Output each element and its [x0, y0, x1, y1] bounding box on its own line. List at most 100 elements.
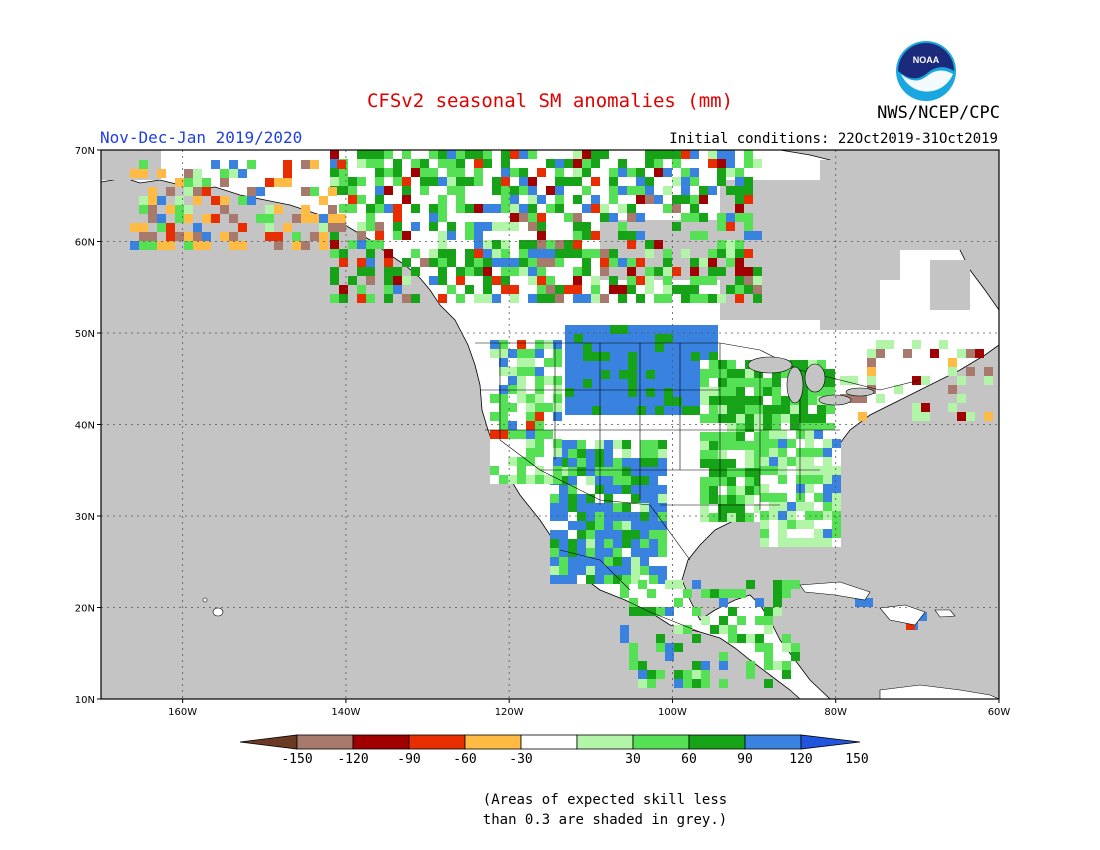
anomaly-cell [517, 466, 526, 475]
anomaly-cell [613, 521, 622, 530]
anomaly-cell [573, 231, 582, 240]
anomaly-cell [595, 485, 604, 494]
anomaly-cell [565, 325, 574, 334]
anomaly-cell [645, 186, 654, 195]
anomaly-cell [700, 396, 709, 405]
anomaly-cell [628, 406, 637, 415]
anomaly-cell [601, 352, 610, 361]
anomaly-cell [690, 276, 699, 285]
anomaly-cell [348, 195, 357, 204]
anomaly-cell [654, 150, 663, 159]
anomaly-cell [664, 379, 673, 388]
anomaly-cell [631, 449, 640, 458]
anomaly-cell [649, 521, 658, 530]
anomaly-cell [631, 458, 640, 467]
anomaly-cell [622, 521, 631, 530]
anomaly-cell [717, 150, 726, 159]
anomaly-cell [921, 412, 930, 421]
anomaly-cell [501, 249, 510, 258]
anomaly-cell [574, 352, 583, 361]
anomaly-cell [526, 430, 535, 439]
anomaly-cell [719, 589, 728, 598]
anomaly-cell [745, 441, 754, 450]
anomaly-cell [772, 369, 781, 378]
anomaly-cell [745, 459, 754, 468]
anomaly-cell [595, 521, 604, 530]
anomaly-cell [790, 423, 799, 432]
anomaly-cell [568, 512, 577, 521]
anomaly-cell [517, 376, 526, 385]
anomaly-cell [753, 294, 762, 303]
anomaly-cell [745, 387, 754, 396]
anomaly-cell [622, 476, 631, 485]
anomaly-cell [832, 457, 841, 466]
anomaly-cell [582, 267, 591, 276]
gridlines [101, 150, 999, 699]
anomaly-cell [238, 169, 247, 178]
anomaly-cell [328, 205, 337, 214]
anomaly-cell [754, 396, 763, 405]
anomaly-cell [814, 448, 823, 457]
anomaly-cell [535, 403, 544, 412]
anomaly-cell [619, 379, 628, 388]
anomaly-cell [754, 495, 763, 504]
anomaly-cell [619, 343, 628, 352]
anomaly-cell [348, 177, 357, 186]
anomaly-cell [691, 361, 700, 370]
anomaly-cell [595, 548, 604, 557]
anomaly-cell [535, 412, 544, 421]
anomaly-cell [573, 195, 582, 204]
anomaly-cell [903, 349, 912, 358]
anomaly-cell [755, 634, 764, 643]
anomaly-cell [366, 204, 375, 213]
anomaly-cell [817, 360, 826, 369]
anomaly-cell [984, 412, 993, 421]
anomaly-cell [601, 379, 610, 388]
anomaly-cell [727, 513, 736, 522]
anomaly-cell [483, 267, 492, 276]
anomaly-cell [175, 178, 184, 187]
anomaly-cell [139, 196, 148, 205]
anomaly-cell [649, 512, 658, 521]
anomaly-cell [631, 521, 640, 530]
anomaly-cell [754, 414, 763, 423]
anomaly-cell [292, 241, 301, 250]
anomaly-cell [474, 150, 483, 159]
anomaly-cell [508, 349, 517, 358]
anomaly-cell [577, 458, 586, 467]
anomaly-cell [595, 467, 604, 476]
anomaly-cell [510, 186, 519, 195]
anomaly-cell [782, 661, 791, 670]
anomaly-cell [645, 177, 654, 186]
anomaly-cell [610, 406, 619, 415]
anomaly-cell [673, 361, 682, 370]
anomaly-cell [319, 214, 328, 223]
anomaly-cell [690, 195, 699, 204]
anomaly-cell [553, 466, 562, 475]
anomaly-cell [130, 169, 139, 178]
anomaly-cell [654, 159, 663, 168]
anomaly-cell [709, 477, 718, 486]
anomaly-cell [337, 223, 346, 232]
anomaly-cell [966, 367, 975, 376]
anomaly-cell [544, 412, 553, 421]
anomaly-cell [550, 575, 559, 584]
anomaly-cell [700, 325, 709, 334]
anomaly-cell [832, 529, 841, 538]
anomaly-cell [591, 285, 600, 294]
anomaly-cell [791, 580, 800, 589]
anomaly-cell [544, 457, 553, 466]
anomaly-cell [559, 476, 568, 485]
anomaly-cell [726, 285, 735, 294]
anomaly-cell [736, 459, 745, 468]
anomaly-cell [499, 367, 508, 376]
anomaly-cell [772, 396, 781, 405]
anomaly-cell [553, 439, 562, 448]
anomaly-cell [681, 195, 690, 204]
anomaly-cell [393, 213, 402, 222]
anomaly-cell [148, 196, 157, 205]
anomaly-cell [544, 385, 553, 394]
anomaly-cell [658, 494, 667, 503]
anomaly-cell [492, 249, 501, 258]
anomaly-cell [384, 249, 393, 258]
